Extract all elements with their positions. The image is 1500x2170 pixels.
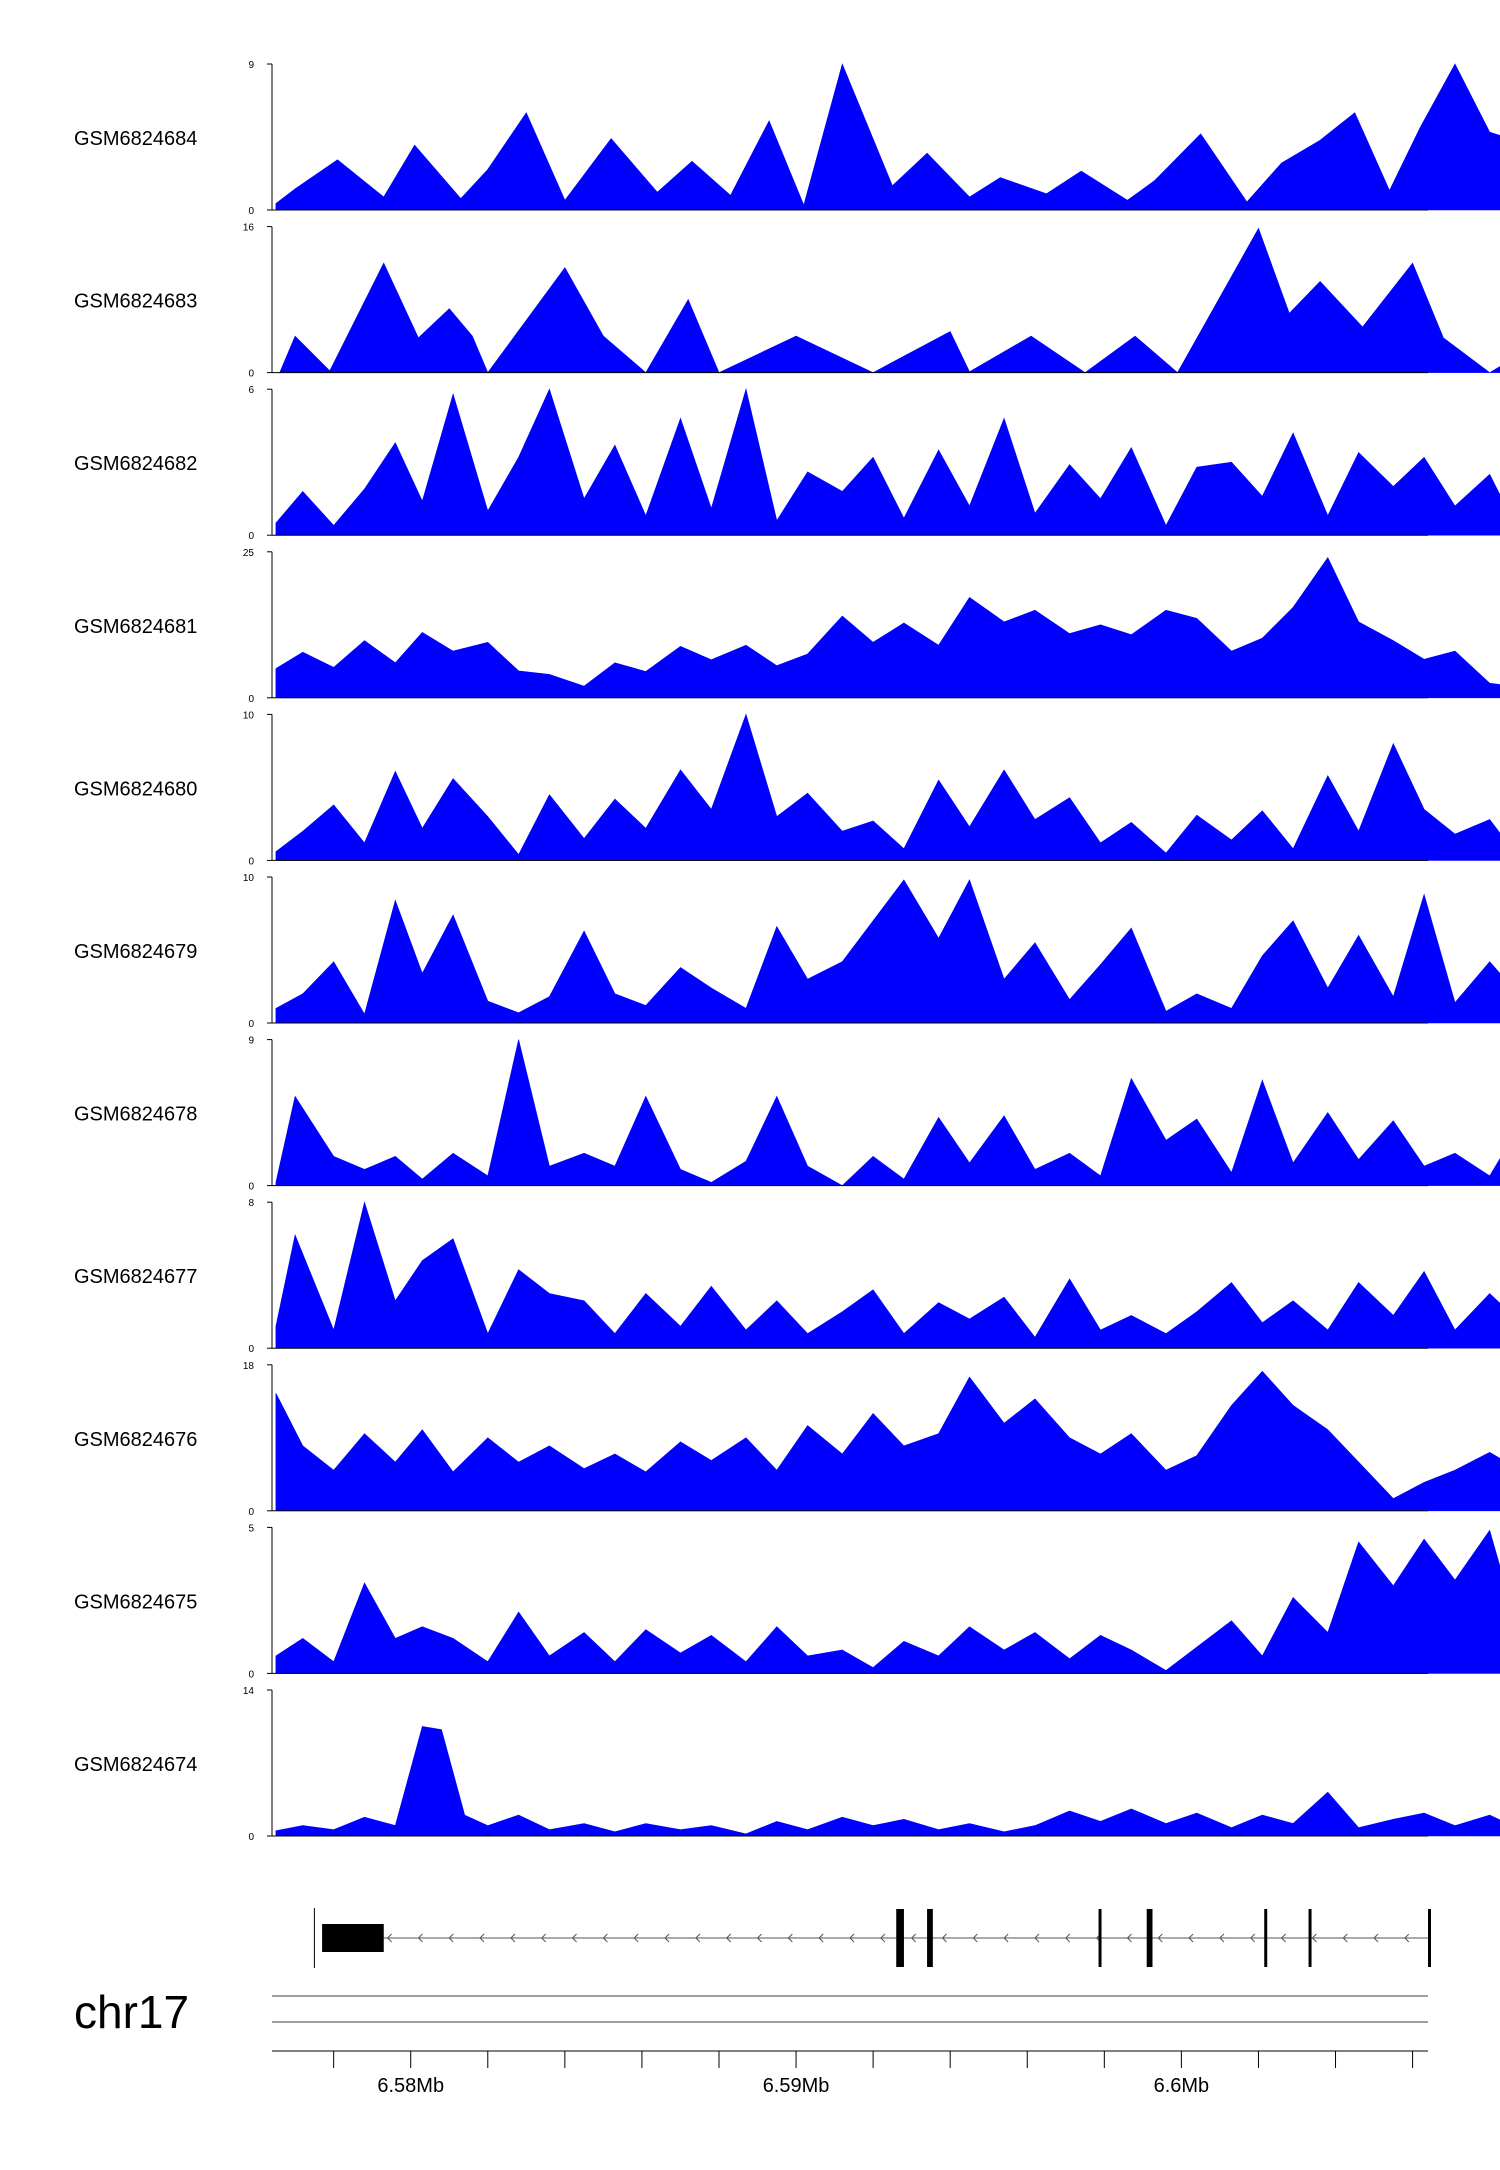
y-tick-label-max: 25	[243, 548, 255, 559]
y-tick-label-min: 0	[248, 694, 254, 705]
strand-chevron	[941, 1933, 947, 1943]
track-label: GSM6824684	[74, 128, 197, 150]
strand-chevron	[695, 1933, 701, 1943]
y-tick-label-min: 0	[248, 1344, 254, 1355]
gene-exon	[927, 1909, 933, 1967]
strand-chevron	[602, 1933, 608, 1943]
x-tick-label: 6.59Mb	[763, 2075, 830, 2097]
y-tick-label-min: 0	[248, 1669, 254, 1680]
gene-exon	[1098, 1909, 1102, 1967]
coverage-area-GSM6824681	[275, 557, 1500, 699]
y-tick-label-max: 16	[243, 223, 255, 234]
strand-chevron	[1219, 1933, 1225, 1943]
y-tick-label-max: 6	[248, 385, 254, 396]
strand-chevron	[1250, 1933, 1256, 1943]
gene-exon	[1264, 1909, 1268, 1967]
strand-chevron	[633, 1933, 639, 1943]
strand-chevron	[479, 1933, 485, 1943]
strand-chevron	[448, 1933, 454, 1943]
strand-chevron	[818, 1933, 824, 1943]
coverage-area-GSM6824683	[279, 227, 1500, 374]
coverage-area-GSM6824675	[275, 1529, 1500, 1674]
y-tick-label-min: 0	[248, 1832, 254, 1843]
y-tick-label-max: 5	[248, 1523, 254, 1534]
y-tick-label-max: 14	[243, 1686, 255, 1697]
y-tick-label-min: 0	[248, 1019, 254, 1030]
strand-chevron	[756, 1933, 762, 1943]
chromosome-label: chr17	[74, 1986, 189, 2038]
coverage-area-GSM6824678	[275, 1039, 1500, 1186]
strand-chevron	[541, 1933, 547, 1943]
y-tick-label-min: 0	[248, 369, 254, 380]
coverage-area-GSM6824682	[275, 388, 1500, 536]
strand-chevron	[725, 1933, 732, 1943]
y-tick-label-max: 9	[248, 1036, 254, 1047]
strand-chevron	[1373, 1933, 1379, 1943]
coverage-area-GSM6824684	[275, 63, 1500, 211]
gene-exon	[1146, 1909, 1153, 1967]
track-label: GSM6824682	[74, 453, 197, 475]
strand-chevron	[571, 1933, 577, 1943]
y-tick-label-min: 0	[248, 856, 254, 867]
track-label: GSM6824675	[74, 1591, 197, 1613]
strand-chevron	[1157, 1933, 1163, 1943]
strand-chevron	[880, 1933, 886, 1943]
y-tick-label-min: 0	[248, 1182, 254, 1193]
strand-chevron	[849, 1933, 855, 1943]
track-label: GSM6824681	[74, 616, 197, 638]
strand-chevron	[1280, 1933, 1286, 1943]
y-tick-label-max: 10	[243, 710, 255, 721]
x-tick-label: 6.58Mb	[377, 2075, 444, 2097]
strand-chevron	[1342, 1933, 1348, 1943]
track-label: GSM6824683	[74, 291, 197, 313]
track-label: GSM6824680	[74, 778, 197, 800]
coverage-area-GSM6824680	[275, 713, 1500, 861]
strand-chevron	[664, 1933, 670, 1943]
track-label: GSM6824676	[74, 1429, 197, 1451]
strand-chevron	[1065, 1933, 1071, 1943]
strand-chevron	[910, 1933, 917, 1943]
strand-chevron	[510, 1933, 516, 1943]
y-tick-label-max: 18	[243, 1361, 255, 1372]
gene-exon	[1308, 1909, 1312, 1967]
track-label: GSM6824679	[74, 941, 197, 963]
strand-chevron	[1188, 1933, 1194, 1943]
gene-exon	[896, 1909, 904, 1967]
y-tick-label-min: 0	[248, 206, 254, 217]
strand-chevron	[1126, 1933, 1132, 1943]
track-label: GSM6824677	[74, 1266, 197, 1288]
y-tick-label-max: 8	[248, 1198, 254, 1209]
x-tick-label: 6.6Mb	[1154, 2075, 1210, 2097]
strand-chevron	[1404, 1933, 1410, 1943]
coverage-area-GSM6824679	[275, 879, 1500, 1024]
gene-exon	[1428, 1909, 1431, 1967]
y-tick-label-max: 10	[243, 873, 255, 884]
strand-chevron	[787, 1933, 793, 1943]
coverage-area-GSM6824676	[275, 1370, 1500, 1512]
coverage-area-GSM6824674	[275, 1726, 1500, 1837]
strand-chevron	[417, 1933, 423, 1943]
strand-chevron	[1034, 1933, 1040, 1943]
coverage-area-GSM6824677	[275, 1201, 1500, 1349]
y-tick-label-min: 0	[248, 1507, 254, 1518]
strand-chevron	[1003, 1933, 1009, 1943]
y-tick-label-max: 9	[248, 60, 254, 71]
strand-chevron	[386, 1933, 392, 1943]
track-label: GSM6824678	[74, 1104, 197, 1126]
strand-chevron	[1311, 1933, 1317, 1943]
gene-exon	[322, 1924, 384, 1952]
track-label: GSM6824674	[74, 1754, 197, 1776]
y-tick-label-min: 0	[248, 531, 254, 542]
strand-chevron	[972, 1933, 978, 1943]
